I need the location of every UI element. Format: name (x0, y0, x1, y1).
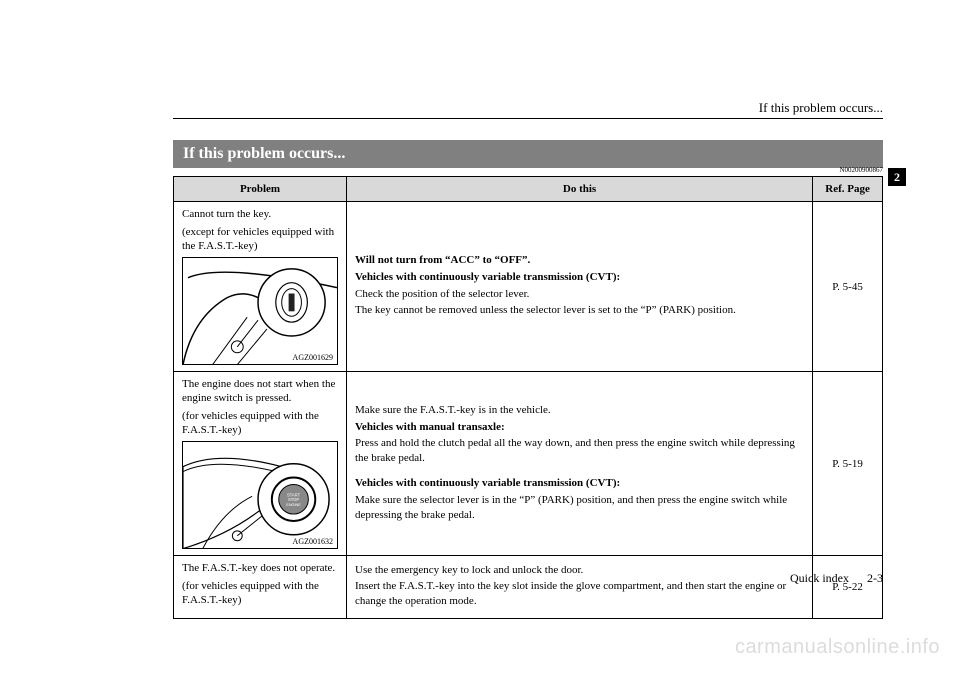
table-row: Cannot turn the key. (except for vehicle… (174, 202, 883, 372)
problems-table: Problem Do this Ref. Page Cannot turn th… (173, 176, 883, 619)
engine-switch-icon: START STOP ENGINE (183, 442, 337, 549)
dothis-cell: Use the emergency key to lock and unlock… (347, 556, 813, 618)
do-line: The key cannot be removed unless the sel… (355, 303, 804, 318)
document-code: N00200900867 (839, 166, 883, 174)
running-title: If this problem occurs... (759, 100, 883, 116)
illustration-id: AGZ001632 (293, 537, 333, 546)
problem-text: Cannot turn the key. (182, 208, 338, 222)
do-line: Insert the F.A.S.T.-key into the key slo… (355, 579, 804, 609)
ref-cell: P. 5-45 (813, 202, 883, 372)
problem-text: (for vehicles equipped with the F.A.S.T.… (182, 580, 338, 608)
section-title-bar: If this problem occurs... (173, 140, 883, 168)
problem-cell: The F.A.S.T.-key does not operate. (for … (174, 556, 347, 618)
col-header-ref: Ref. Page (813, 177, 883, 202)
problem-text: (for vehicles equipped with the F.A.S.T.… (182, 410, 338, 438)
footer-page: 2-3 (867, 571, 883, 585)
do-line: Check the position of the selector lever… (355, 287, 804, 302)
do-line: Press and hold the clutch pedal all the … (355, 436, 804, 466)
col-header-problem: Problem (174, 177, 347, 202)
header-rule (173, 118, 883, 119)
do-line: Make sure the F.A.S.T.-key is in the veh… (355, 403, 804, 418)
dothis-cell: Make sure the F.A.S.T.-key is in the veh… (347, 372, 813, 556)
illustration-engine-switch: START STOP ENGINE AGZ001632 (182, 441, 338, 549)
do-bold: Will not turn from “ACC” to “OFF”. (355, 254, 530, 266)
do-bold: Vehicles with continuously variable tran… (355, 477, 620, 489)
dothis-cell: Will not turn from “ACC” to “OFF”. Vehic… (347, 202, 813, 372)
problem-text: The engine does not start when the engin… (182, 378, 338, 406)
ref-cell: P. 5-22 (813, 556, 883, 618)
problem-cell: The engine does not start when the engin… (174, 372, 347, 556)
table-row: The F.A.S.T.-key does not operate. (for … (174, 556, 883, 618)
table-row: The engine does not start when the engin… (174, 372, 883, 556)
problem-cell: Cannot turn the key. (except for vehicle… (174, 202, 347, 372)
footer-section: Quick index (790, 571, 849, 585)
table-header-row: Problem Do this Ref. Page (174, 177, 883, 202)
illustration-id: AGZ001629 (293, 353, 333, 362)
chapter-tab: 2 (888, 168, 906, 186)
illustration-ignition-key: AGZ001629 (182, 257, 338, 365)
watermark: carmanualsonline.info (735, 636, 940, 659)
page-footer: Quick index 2-3 (790, 571, 883, 586)
do-line: Make sure the selector lever is in the “… (355, 493, 804, 523)
svg-text:ENGINE: ENGINE (286, 503, 301, 507)
do-bold: Vehicles with continuously variable tran… (355, 271, 620, 283)
ignition-key-icon (183, 258, 337, 365)
col-header-dothis: Do this (347, 177, 813, 202)
do-bold: Vehicles with manual transaxle: (355, 421, 505, 433)
do-line: Use the emergency key to lock and unlock… (355, 563, 804, 578)
svg-text:STOP: STOP (288, 497, 299, 502)
problem-text: The F.A.S.T.-key does not operate. (182, 562, 338, 576)
ref-cell: P. 5-19 (813, 372, 883, 556)
problem-text: (except for vehicles equipped with the F… (182, 226, 338, 254)
